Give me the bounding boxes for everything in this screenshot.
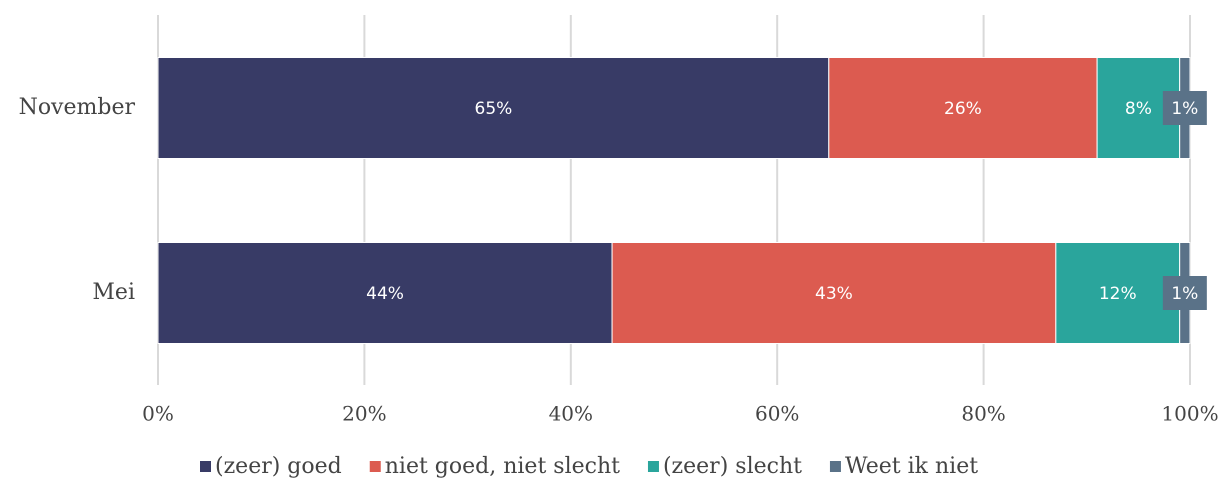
label-box [1162,276,1207,310]
x-tick-label: 100% [1161,402,1218,426]
legend-swatch [369,461,381,472]
legend-label: (zeer) goed [215,454,342,479]
x-tick-label: 0% [142,402,174,426]
x-tick-label: 60% [755,402,799,426]
legend-swatch [829,461,841,472]
y-tick-label: November [19,95,136,120]
y-tick-label: Mei [92,280,135,305]
x-tick-label: 20% [342,402,386,426]
legend-swatch [647,461,659,472]
data-label: 43% [815,284,853,304]
bar-segment [1055,242,1181,344]
legend-label: Weet ik niet [845,454,978,479]
data-label: 26% [944,99,982,119]
data-label: 12% [1099,284,1137,304]
data-label: 65% [475,99,513,119]
label-box [1162,91,1207,125]
x-tick-label: 40% [549,402,593,426]
legend-swatch [200,461,211,472]
data-label: 1% [1171,284,1198,304]
bar-segment [157,57,830,159]
data-label: 44% [366,284,404,304]
data-label: 1% [1171,99,1198,119]
bar-segment [611,242,1057,344]
legend-label: (zeer) slecht [663,454,802,479]
x-tick-label: 80% [961,402,1005,426]
data-label: 8% [1125,99,1152,119]
legend-label: niet goed, niet slecht [385,454,620,479]
bar-segment [157,242,613,344]
